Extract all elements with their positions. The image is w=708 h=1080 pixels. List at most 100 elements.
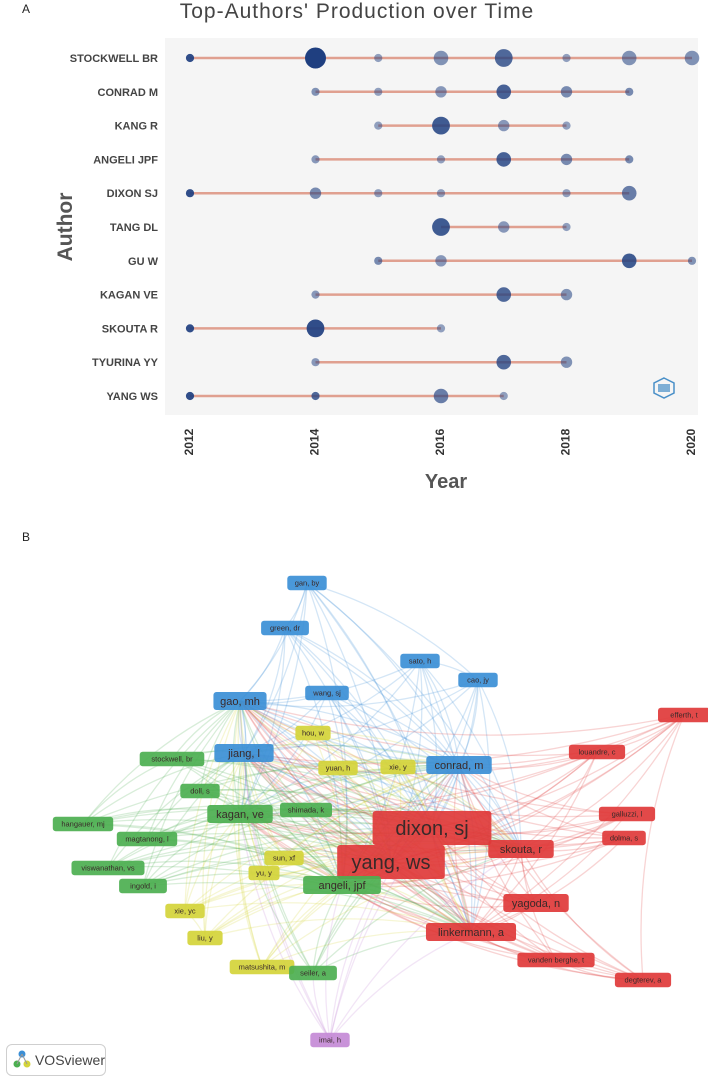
node-label: skouta, r xyxy=(500,844,543,856)
network-edge xyxy=(239,582,308,815)
network-edge xyxy=(239,679,479,708)
network-edge xyxy=(419,660,473,933)
network-node: yuan, h xyxy=(318,760,358,776)
data-point xyxy=(432,116,450,135)
network-edge xyxy=(306,582,433,829)
network-edge xyxy=(199,790,343,886)
network-edge xyxy=(171,744,460,766)
node-box xyxy=(207,805,273,823)
network-edge xyxy=(204,752,245,939)
node-label: vanden berghe, t xyxy=(528,956,585,965)
network-edge xyxy=(239,660,421,815)
y-tick-label: CONRAD M xyxy=(98,87,159,99)
data-point xyxy=(560,86,573,98)
node-label: conrad, m xyxy=(435,760,484,772)
network-edge xyxy=(419,660,460,766)
node-box xyxy=(372,811,492,845)
network-edge xyxy=(458,764,557,961)
node-label: stockwell, br xyxy=(151,755,193,764)
network-node: conrad, m xyxy=(426,756,492,774)
node-label: dixon, sj xyxy=(395,818,468,840)
network-node: vanden berghe, t xyxy=(517,952,595,968)
data-point xyxy=(496,354,512,370)
node-box xyxy=(568,744,626,760)
node-box xyxy=(287,575,327,591)
network-edge xyxy=(239,627,286,815)
network-edge xyxy=(239,700,460,766)
node-label: shimada, k xyxy=(288,806,325,815)
network-node: seiler, a xyxy=(289,965,337,981)
data-point xyxy=(311,155,320,164)
network-edge xyxy=(261,848,522,968)
network-node: imai, h xyxy=(310,1032,350,1048)
network-edge xyxy=(184,764,460,912)
node-label: yang, ws xyxy=(352,852,431,874)
network-node: xie, y xyxy=(380,759,416,775)
network-node: dolma, s xyxy=(602,830,646,846)
data-point xyxy=(560,153,573,166)
network-edge xyxy=(419,660,438,829)
data-point xyxy=(621,185,637,201)
node-label: efferth, t xyxy=(670,711,698,720)
node-box xyxy=(165,903,205,919)
data-point xyxy=(496,152,512,167)
network-node: matsushita, m xyxy=(229,959,295,975)
network-edge xyxy=(243,582,308,754)
watermark-icon xyxy=(653,377,675,399)
data-point xyxy=(621,50,637,66)
data-point xyxy=(311,87,320,96)
node-box xyxy=(116,831,178,847)
data-point xyxy=(436,155,446,164)
network-edge xyxy=(326,692,472,933)
network-node: wang, sj xyxy=(305,685,349,701)
network-edge xyxy=(458,764,477,933)
network-edge xyxy=(142,752,245,887)
node-label: xie, yc xyxy=(174,907,196,916)
network-edge xyxy=(284,627,460,766)
network-edge xyxy=(306,582,472,933)
network-node: skouta, r xyxy=(488,840,554,858)
network-edge xyxy=(239,700,472,933)
x-tick-label: 2012 xyxy=(182,428,196,455)
node-box xyxy=(488,840,554,858)
network-node: yang, ws xyxy=(337,845,445,879)
network-node: linkermann, a xyxy=(425,923,517,941)
network-edge xyxy=(239,700,685,736)
network-node: galluzzi, l xyxy=(598,806,656,822)
data-point xyxy=(625,87,634,96)
data-point xyxy=(498,221,510,233)
network-edge xyxy=(337,767,522,850)
y-tick-label: TYURINA YY xyxy=(92,357,159,369)
node-label: dolma, s xyxy=(610,834,639,843)
data-point xyxy=(311,290,320,299)
data-point xyxy=(684,50,700,66)
y-tick-label: DIXON SJ xyxy=(107,188,158,200)
data-point xyxy=(435,255,447,267)
network-edge xyxy=(239,692,328,815)
data-point xyxy=(432,218,450,236)
data-point xyxy=(185,53,195,63)
data-point xyxy=(496,84,512,100)
data-point xyxy=(185,189,195,198)
node-label: magtanong, l xyxy=(125,835,169,844)
network-node: ingold, i xyxy=(119,878,167,894)
node-box xyxy=(139,751,205,767)
x-tick-label: 2014 xyxy=(308,428,322,455)
node-label: angeli, jpf xyxy=(318,880,366,892)
network-edge xyxy=(419,660,522,850)
data-point xyxy=(562,222,571,232)
network-edge xyxy=(237,813,263,968)
network-node: yu, y xyxy=(248,865,280,881)
network-node: jiang, l xyxy=(214,744,274,762)
node-box xyxy=(425,923,517,941)
node-box xyxy=(380,759,416,775)
node-box xyxy=(289,965,337,981)
network-nodes: gan, by green, dr sato, h cao, jy gao, mh wan… xyxy=(52,575,708,1048)
node-box xyxy=(337,845,445,879)
node-box xyxy=(602,830,646,846)
node-box xyxy=(614,972,672,988)
network-edge xyxy=(520,714,685,850)
network-node: yagoda, n xyxy=(503,894,569,912)
network-edge xyxy=(329,764,460,1041)
data-point xyxy=(185,391,195,401)
